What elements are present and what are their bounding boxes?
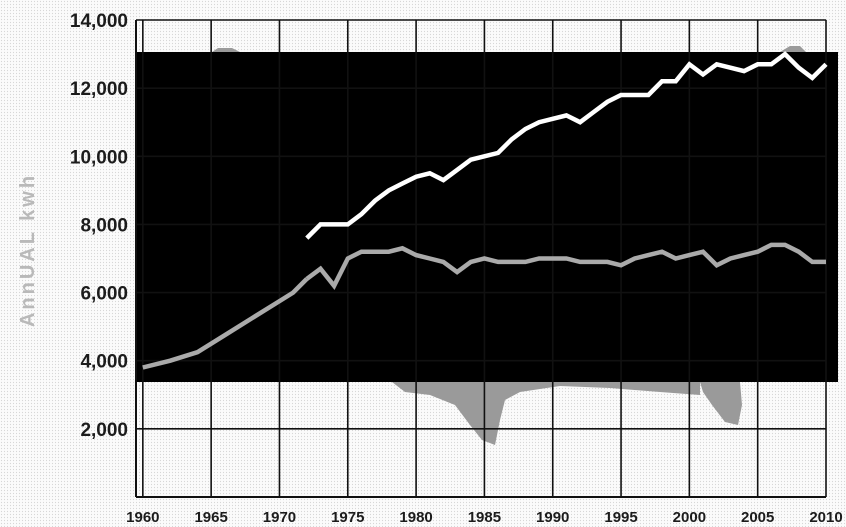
y-tick-label: 12,000 [70, 79, 128, 100]
y-tick-label: 14,000 [70, 11, 128, 32]
map-northeast-edge [780, 46, 806, 52]
y-tick-label: 6,000 [80, 284, 128, 305]
y-tick-label: 2,000 [80, 420, 128, 441]
y-axis-title: AnnUAL kwh [17, 173, 39, 327]
x-tick-label: 1960 [126, 509, 159, 526]
y-axis-tick-labels: 2,000 4,000 6,000 8,000 10,000 12,000 14,000 [70, 11, 128, 441]
x-tick-label: 1980 [399, 509, 432, 526]
black-data-panel [136, 52, 838, 382]
y-tick-label: 8,000 [80, 215, 128, 236]
x-tick-label: 1985 [468, 509, 501, 526]
series-line-early [142, 277, 309, 370]
series-line-lower [305, 242, 826, 290]
x-tick-label: 2005 [741, 509, 774, 526]
x-tick-label: 1990 [536, 509, 569, 526]
x-tick-label: 1970 [263, 509, 296, 526]
series-line-upper [305, 51, 828, 240]
series-lines [142, 51, 828, 370]
y-tick-label: 10,000 [70, 147, 128, 168]
us-map-silhouette [212, 46, 806, 445]
x-axis-tick-labels: 1960 1965 1970 1975 1980 1985 1990 1995 2000 2005… [126, 509, 843, 526]
map-texas-region [392, 382, 700, 445]
map-northwest-edge [212, 48, 240, 52]
map-florida-region [700, 382, 742, 425]
x-tick-label: 2000 [673, 509, 706, 526]
x-tick-label: 2010 [809, 509, 842, 526]
x-tick-label: 1975 [331, 509, 364, 526]
y-tick-label: 4,000 [80, 352, 128, 373]
x-tick-label: 1995 [604, 509, 637, 526]
x-tick-label: 1965 [194, 509, 227, 526]
